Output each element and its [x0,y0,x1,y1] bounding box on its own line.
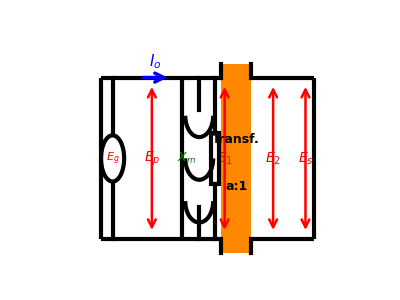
Text: Transf.: Transf. [212,134,260,146]
Text: $I_o$: $I_o$ [149,52,162,71]
Text: $E_{s}$: $E_{s}$ [298,150,313,167]
Text: $E_g$: $E_g$ [106,150,120,167]
Bar [211,133,220,184]
Text: $E_{2}$: $E_{2}$ [265,150,281,167]
Text: $X_m$: $X_m$ [177,151,196,166]
Text: a:1: a:1 [225,180,247,193]
Bar [221,64,251,253]
Text: $E_{1}$: $E_{1}$ [217,150,233,167]
Text: $R_m$: $R_m$ [225,151,243,166]
Text: $E_{p}$: $E_{p}$ [144,149,160,168]
